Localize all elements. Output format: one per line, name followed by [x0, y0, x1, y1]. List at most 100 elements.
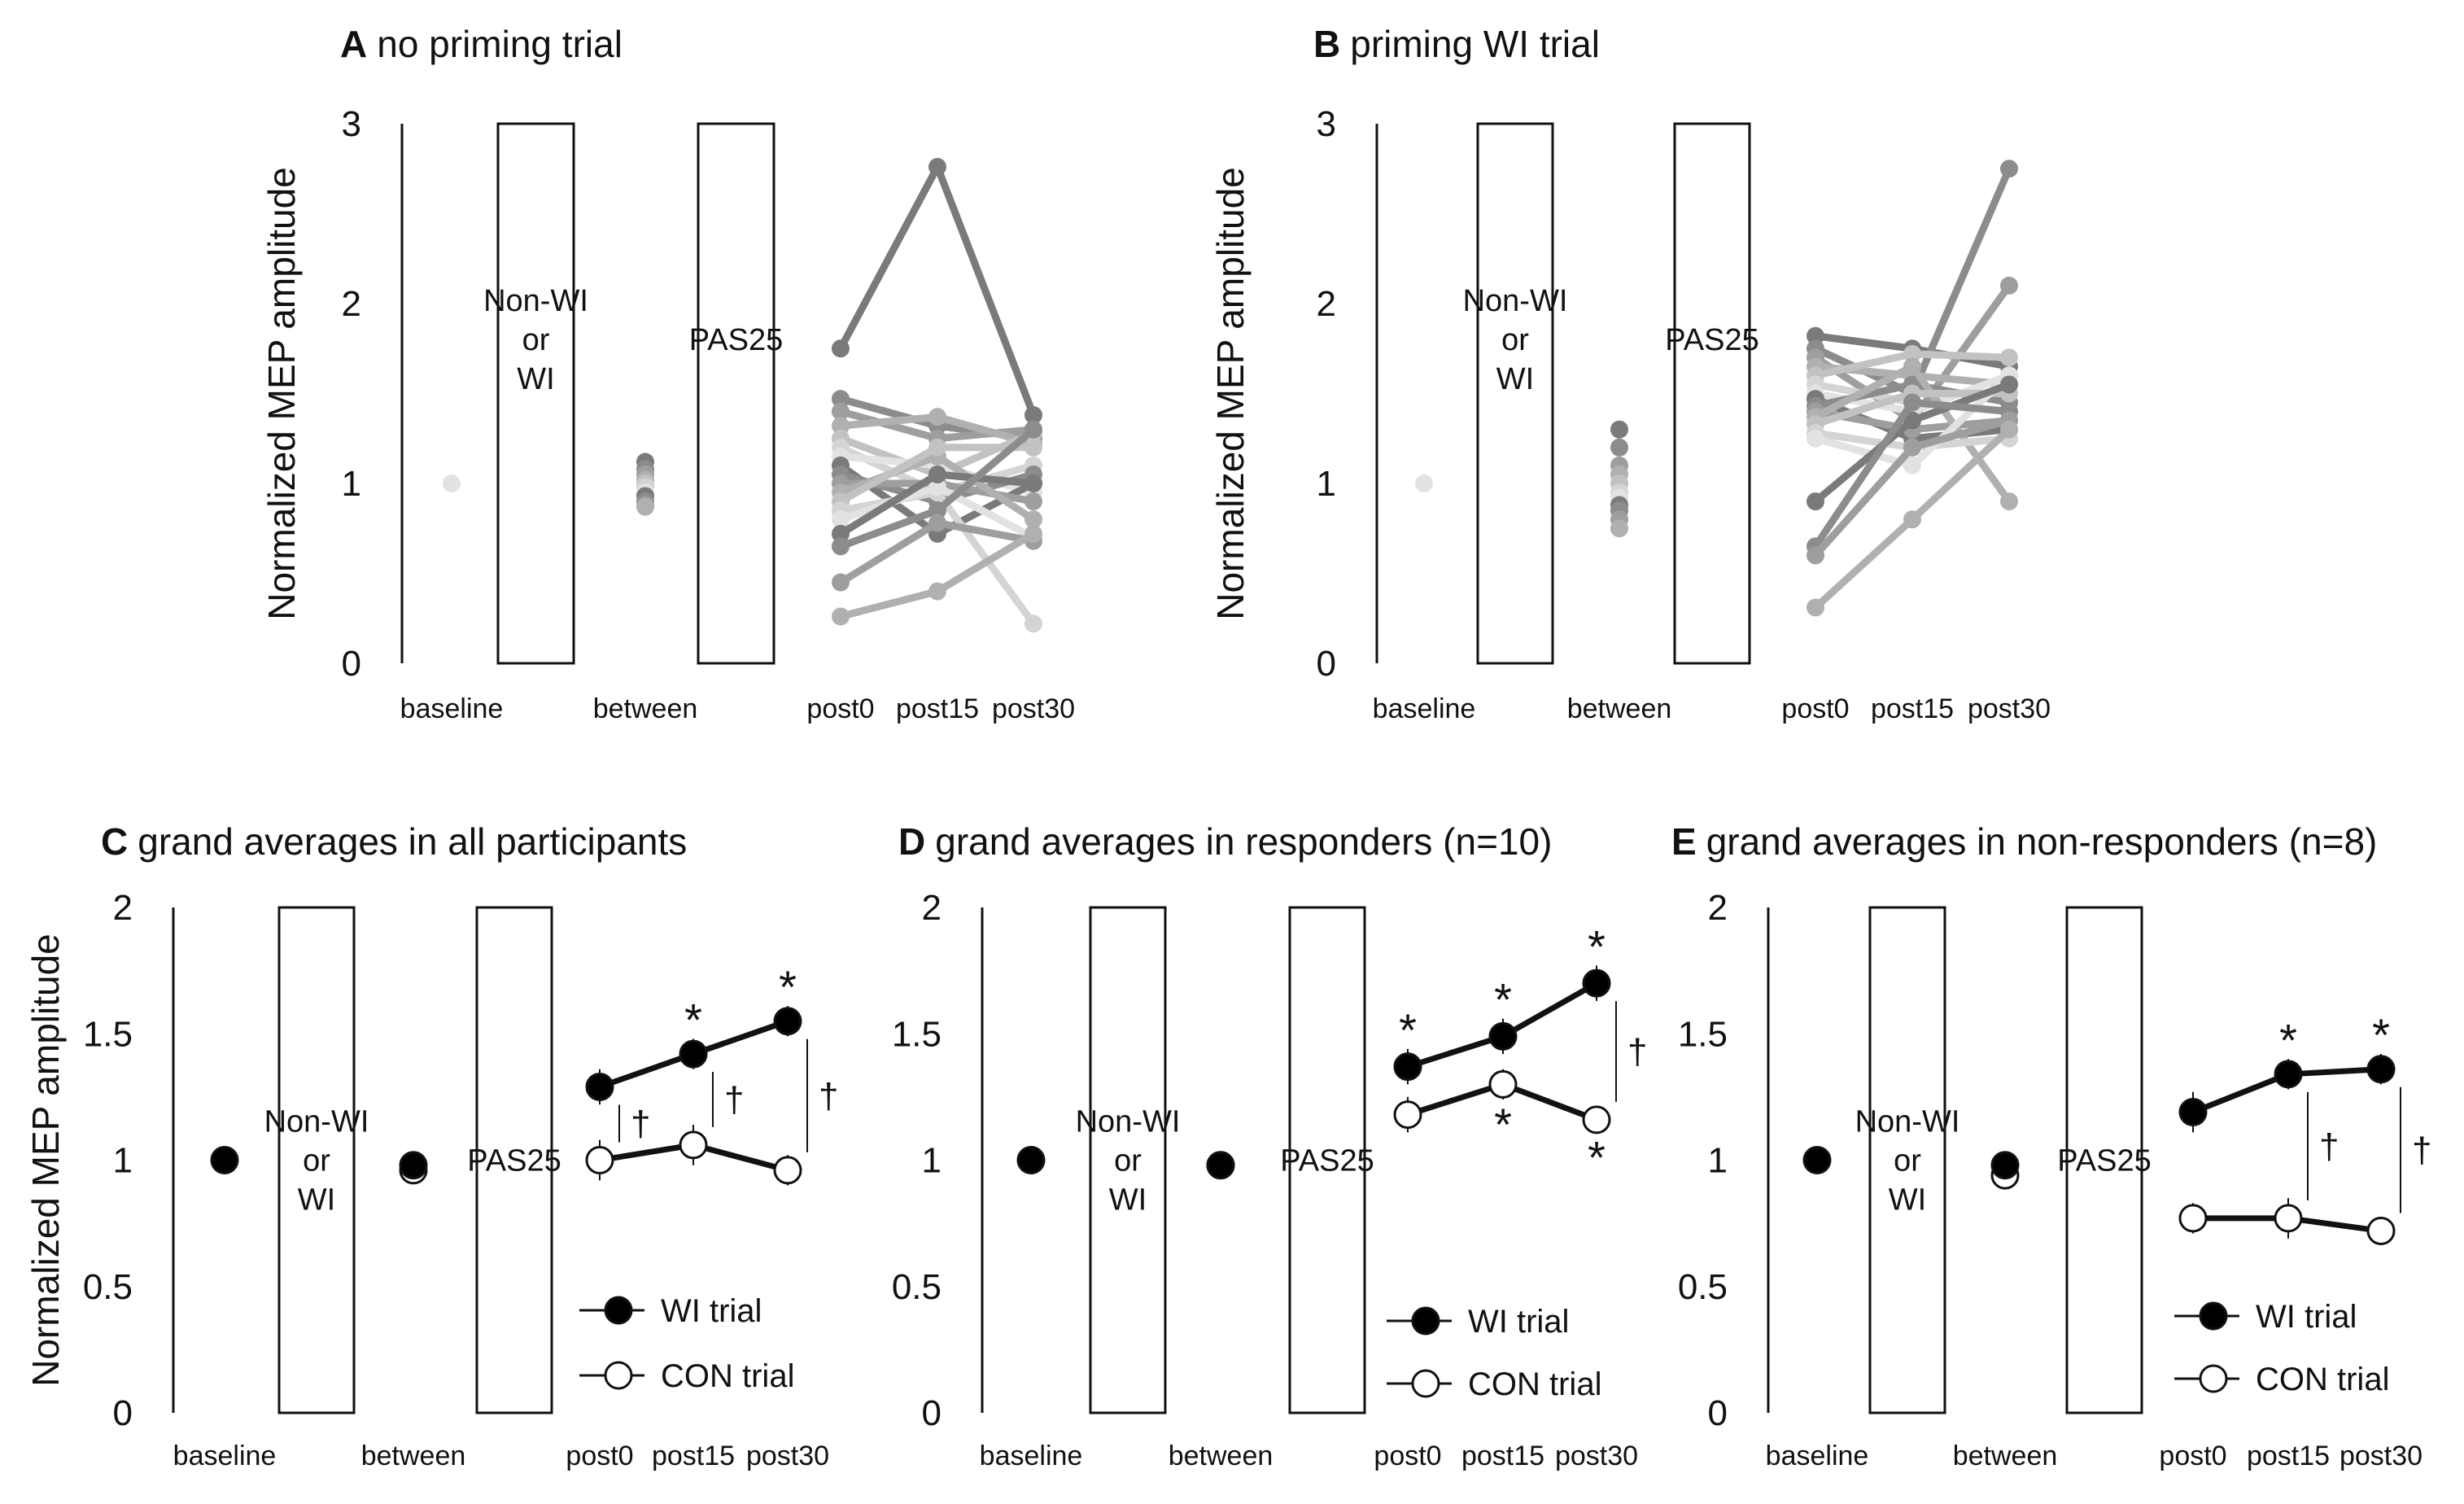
- between-point: [1610, 420, 1628, 439]
- participant-point: [1903, 357, 1921, 376]
- intervention-box-label: or: [303, 1144, 330, 1178]
- baseline-point: [1802, 1146, 1832, 1174]
- legend-marker: [2199, 1301, 2228, 1331]
- x-tick-label: post15: [896, 693, 979, 724]
- y-tick-label: 0.5: [83, 1267, 133, 1307]
- legend-marker: [2199, 1364, 2228, 1393]
- y-axis-label: Normalized MEP amplitude: [24, 933, 67, 1387]
- participant-line: [837, 163, 1038, 417]
- panel-title-text: grand averages in non-responders (n=8): [1706, 820, 2378, 863]
- x-tick-label: baseline: [1766, 1441, 1869, 1471]
- wi-significance-star: *: [779, 961, 797, 1012]
- comparison-dagger: †: [2412, 1130, 2431, 1170]
- participant-point: [832, 390, 850, 409]
- legend-marker: [604, 1361, 633, 1390]
- intervention-box-label: Non-WI: [1855, 1105, 1960, 1139]
- y-tick-label: 1: [1317, 464, 1336, 504]
- panel-letter: B: [1313, 23, 1340, 65]
- participant-point: [832, 537, 850, 556]
- y-tick-label: 1: [922, 1141, 941, 1181]
- panel-letter: D: [898, 820, 925, 863]
- con-trial-point: [585, 1146, 614, 1174]
- x-tick-label: between: [361, 1441, 466, 1471]
- y-tick-label: 0: [922, 1393, 941, 1433]
- participant-point: [928, 501, 946, 520]
- y-axis-label: Normalized MEP amplitude: [260, 167, 303, 620]
- intervention-box-label: WI: [1496, 362, 1534, 396]
- intervention-box: [496, 122, 575, 665]
- legend-label: CON trial: [1468, 1366, 1601, 1402]
- comparison-dagger: †: [2319, 1126, 2339, 1166]
- panel-letter: C: [101, 820, 128, 863]
- intervention-box-label: or: [522, 323, 550, 357]
- intervention-box-label: Non-WI: [264, 1105, 369, 1139]
- panel-title-text: grand averages in all participants: [138, 820, 687, 863]
- y-tick-label: 0.5: [1678, 1267, 1728, 1307]
- wi-trial-point: [2178, 1098, 2208, 1127]
- participant-point: [1806, 598, 1824, 617]
- participant-point: [928, 465, 946, 483]
- x-tick-label: post0: [1781, 693, 1849, 724]
- y-tick-label: 1: [113, 1141, 133, 1181]
- participant-point: [2000, 160, 2018, 178]
- x-tick-label: post0: [806, 693, 874, 724]
- participant-point: [832, 524, 850, 543]
- participant-point: [928, 582, 946, 601]
- participant-point: [1024, 474, 1042, 492]
- y-tick-label: 2: [1708, 888, 1728, 928]
- pas25-box-label: PAS25: [2057, 1144, 2151, 1178]
- x-tick-label: between: [1567, 693, 1672, 724]
- participant-point: [2000, 492, 2018, 511]
- between-point-wi: [1990, 1151, 2020, 1180]
- y-tick-label: 0: [1708, 1393, 1728, 1433]
- participant-point: [1903, 456, 1921, 474]
- pas25-box: [1288, 906, 1366, 1414]
- con-significance-star: *: [1588, 1131, 1606, 1183]
- participant-point: [1903, 510, 1921, 529]
- wi-trial-point: [585, 1072, 614, 1101]
- legend-label: CON trial: [661, 1358, 794, 1394]
- legend-label: WI trial: [661, 1293, 762, 1329]
- comparison-dagger: †: [724, 1080, 744, 1120]
- participant-point: [1903, 438, 1921, 457]
- y-tick-label: 2: [113, 888, 133, 928]
- participant-line: [839, 531, 1036, 620]
- participant-point: [832, 417, 850, 435]
- y-tick-label: 0: [1317, 644, 1336, 684]
- x-tick-label: post15: [2247, 1441, 2330, 1471]
- panel-title-text: no priming trial: [377, 23, 623, 65]
- con-trial-point: [773, 1156, 802, 1185]
- participant-point: [2000, 420, 2018, 439]
- participant-point: [928, 438, 946, 457]
- con-trial-point: [1488, 1069, 1518, 1099]
- between-point: [1610, 519, 1628, 538]
- x-tick-label: post30: [2339, 1441, 2422, 1471]
- pas25-box-label: PAS25: [1280, 1144, 1374, 1178]
- intervention-box-label: Non-WI: [1463, 284, 1568, 318]
- x-tick-label: post30: [1555, 1441, 1638, 1471]
- panel-title-text: grand averages in responders (n=10): [935, 820, 1552, 863]
- panel-letter: E: [1671, 820, 1697, 863]
- con-significance-star: *: [1494, 1099, 1512, 1150]
- between-point-wi: [399, 1151, 428, 1180]
- wi-significance-star: *: [1399, 1004, 1417, 1056]
- pas25-box-label: PAS25: [1665, 323, 1758, 357]
- y-tick-label: 0.5: [892, 1267, 941, 1307]
- y-axis-label: Normalized MEP amplitude: [1209, 167, 1252, 620]
- participant-point: [832, 573, 850, 592]
- participant-point: [832, 607, 850, 626]
- between-point: [636, 497, 654, 516]
- wi-trial-point: [2366, 1055, 2396, 1084]
- x-tick-label: between: [1169, 1441, 1274, 1471]
- y-tick-label: 1: [1708, 1141, 1728, 1181]
- participant-point: [928, 408, 946, 426]
- participant-point: [1024, 406, 1042, 425]
